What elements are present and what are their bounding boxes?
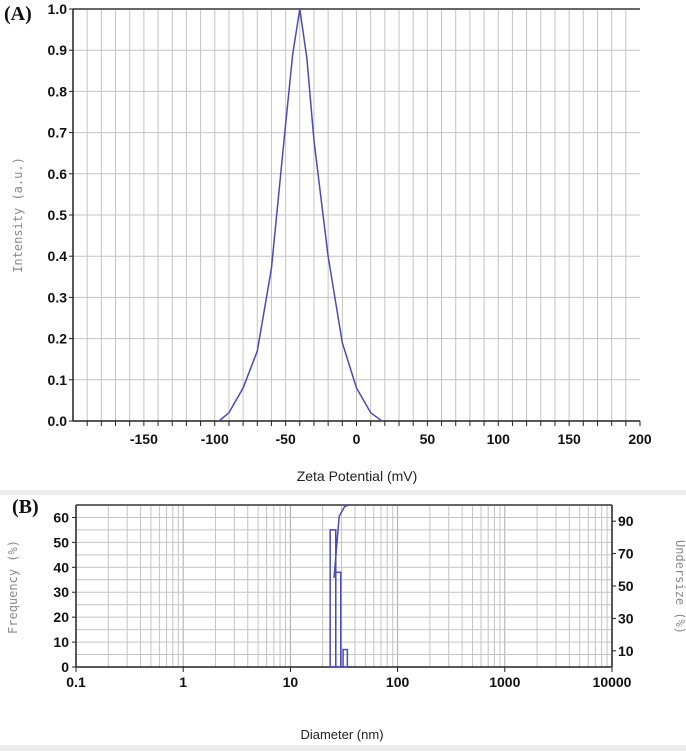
frequency-bar (335, 571, 342, 668)
y2-tick-label: 90 (618, 513, 634, 529)
y-tick-label: 0.8 (48, 83, 68, 99)
intensity-curve (218, 8, 383, 422)
panel-a-background (0, 0, 686, 490)
axes (69, 8, 641, 426)
x-tick-label: -150 (130, 431, 158, 447)
panel-a-letter: (A) (4, 3, 32, 25)
x-axis-label: Zeta Potential (mV) (297, 468, 418, 484)
y-tick-label: 0.7 (48, 125, 68, 141)
x-tick-label: 1 (179, 674, 187, 690)
y2-tick-label: 70 (618, 546, 634, 562)
y-tick-label: 50 (53, 534, 69, 550)
y-tick-label: 10 (53, 634, 69, 650)
undersize-line (333, 504, 349, 578)
y-tick-label: 0.4 (48, 248, 68, 264)
y-tick-label: 0 (61, 659, 69, 675)
y-tick-label: 20 (53, 609, 69, 625)
panel-b-letter: (B) (12, 496, 39, 518)
y-tick-label: 40 (53, 559, 69, 575)
x-tick-label: 100 (386, 674, 410, 690)
y-tick-label: 30 (53, 584, 69, 600)
y-tick-label: 0.9 (48, 42, 68, 58)
y-tick-label: 1.0 (48, 1, 68, 17)
y-tick-label: 0.5 (48, 207, 68, 223)
y-tick-label: 0.0 (48, 413, 68, 429)
x-tick-label: 10 (283, 674, 299, 690)
frequency-bars (329, 529, 349, 668)
x-tick-label: -50 (276, 431, 296, 447)
frequency-bar (342, 648, 349, 668)
y-tick-label: 0.3 (48, 289, 68, 305)
x-tick-label: 10000 (593, 674, 632, 690)
x-tick-label: 150 (557, 431, 581, 447)
x-tick-label: 50 (420, 431, 436, 447)
y2-tick-label: 50 (618, 578, 634, 594)
y2-axis-label: Undersize (%) (673, 540, 686, 634)
x-tick-label: 100 (487, 431, 511, 447)
y-tick-label: 0.1 (48, 372, 68, 388)
grid (75, 505, 613, 667)
y-axis-label: Frequency (%) (6, 540, 20, 634)
y-tick-label: 60 (53, 509, 69, 525)
y-tick-label: 0.2 (48, 331, 68, 347)
axes (72, 504, 616, 672)
panel-b-background (0, 495, 686, 745)
y-tick-labels: 0 10 20 30 40 50 60 (53, 509, 69, 675)
y-tick-labels: 0.0 0.1 0.2 0.3 0.4 0.5 0.6 0.7 0.8 0.9 1.0 (48, 1, 68, 429)
x-tick-label: -100 (201, 431, 229, 447)
x-tick-label: 0 (353, 431, 361, 447)
y2-tick-label: 30 (618, 610, 634, 626)
x-tick-label: 0.1 (66, 674, 86, 690)
y2-tick-label: 10 (618, 643, 634, 659)
x-tick-label: 1000 (489, 674, 520, 690)
x-tick-labels: 0.1 1 10 100 1000 10000 (66, 674, 631, 690)
x-axis-label: Diameter (nm) (300, 727, 383, 742)
grid (73, 9, 640, 421)
zeta-potential-chart: 0.00.10.20.30.40.50.60.70.80.91.0 -150 -1… (0, 0, 686, 490)
y-axis-label: Intensity (a.u.) (11, 157, 25, 273)
size-distribution-chart: 0 10 20 30 40 50 60 10 30 50 70 90 0.1 1 10 100 1000 10… (0, 495, 686, 745)
x-tick-label: 200 (628, 431, 652, 447)
x-tick-labels: -150 -100 -50 0 50 100 150 200 (130, 431, 652, 447)
y2-tick-labels: 10 30 50 70 90 (618, 513, 634, 659)
y-tick-label: 0.6 (48, 166, 68, 182)
